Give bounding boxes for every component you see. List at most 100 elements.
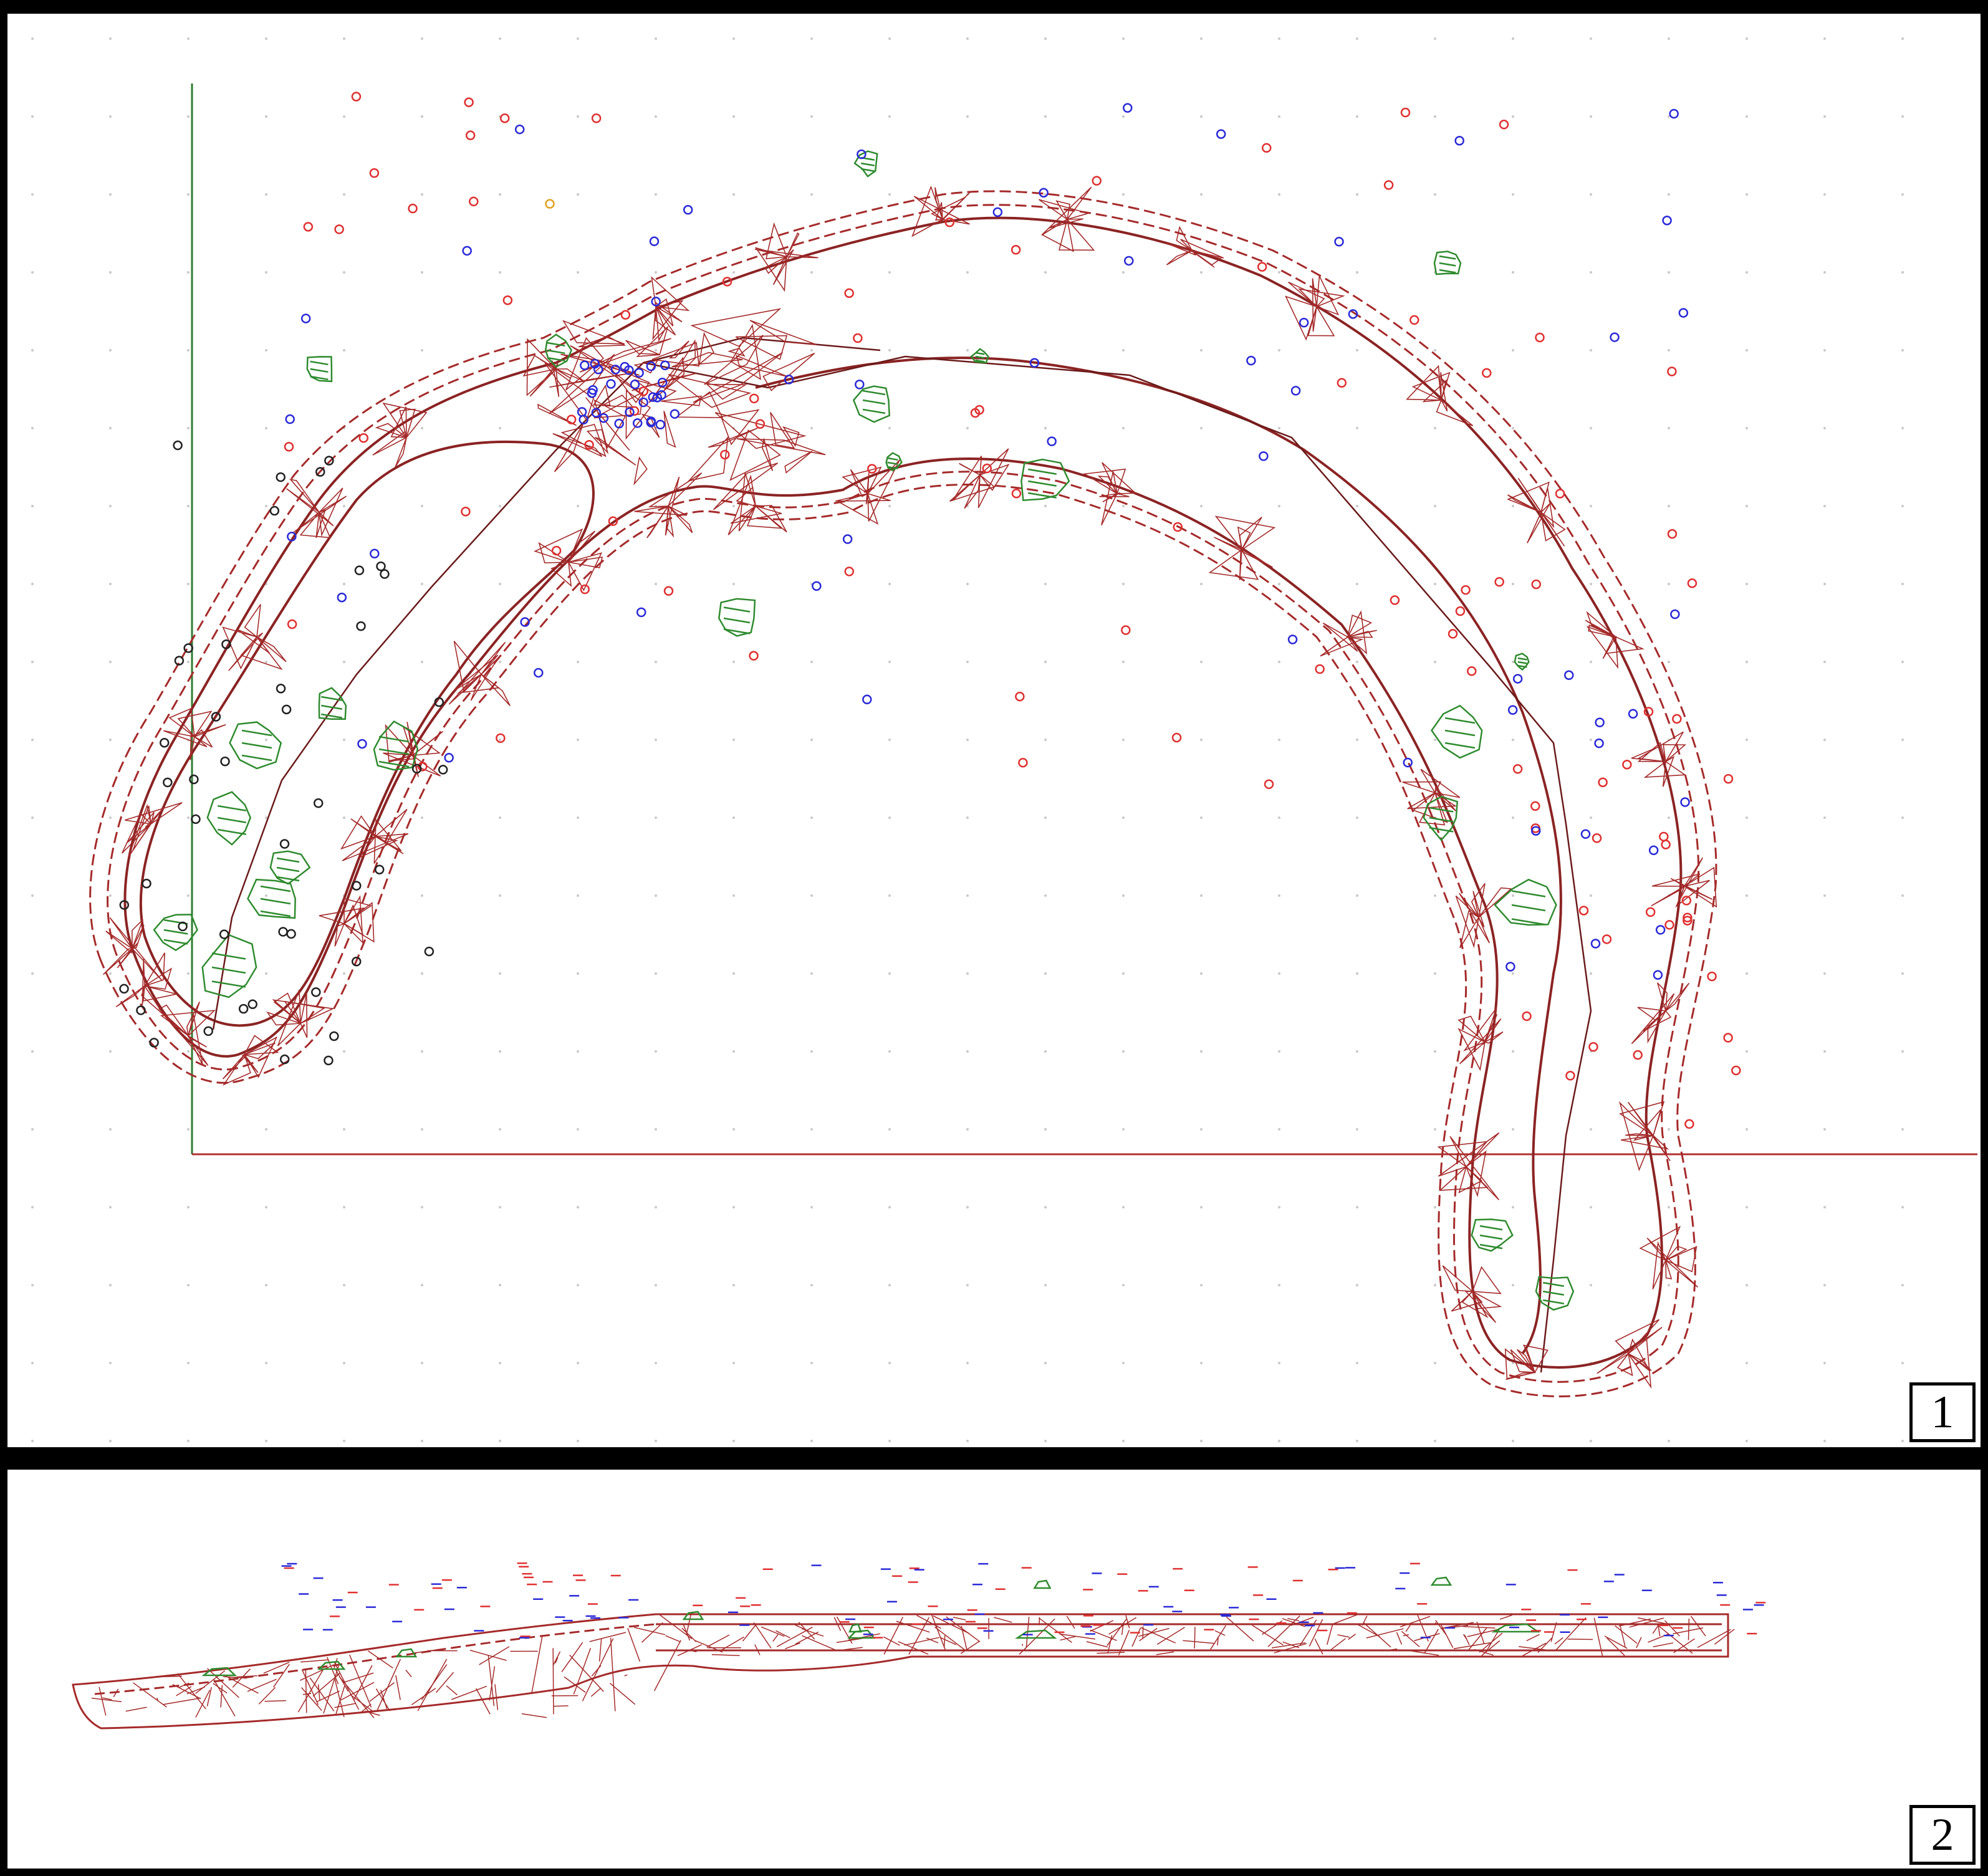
mesh-triangle [671, 352, 743, 368]
grid-dot [1278, 739, 1280, 741]
grid-dot [343, 1440, 345, 1442]
grid-dot [732, 583, 735, 585]
grid-dot [1901, 894, 1904, 897]
side-mesh-line [317, 1684, 320, 1701]
mesh-triangle [727, 347, 746, 357]
grid-dot [1278, 1362, 1280, 1364]
blue-circle-marker [588, 385, 598, 395]
grid-dot [1512, 193, 1514, 196]
side-rock-outline [395, 1648, 418, 1658]
side-mesh-line [132, 1682, 167, 1708]
grid-dot [966, 1362, 969, 1364]
mesh-triangle [300, 993, 308, 1038]
side-mesh-line [1629, 1617, 1664, 1628]
side-mesh-line [598, 1639, 602, 1662]
side-mesh-line [1156, 1651, 1174, 1655]
grid-dot [1356, 1050, 1358, 1053]
red-circle-marker [1672, 714, 1682, 724]
grid-dot [1200, 739, 1203, 741]
side-mesh-line [1405, 1624, 1411, 1632]
mesh-triangle [1586, 626, 1619, 669]
grid-dot [343, 661, 345, 663]
blue-circle-marker [285, 414, 295, 424]
mesh-triangle [177, 711, 213, 738]
grid-dot [655, 115, 657, 118]
grid-dot [1901, 1050, 1904, 1053]
mesh-triangle [1631, 993, 1675, 1045]
grid-dot [265, 1440, 267, 1442]
red-circle-marker [334, 224, 344, 234]
mesh-triangle [1436, 399, 1474, 426]
grid-dot [421, 894, 423, 897]
mesh-triangle [979, 463, 1010, 491]
grid-dot [265, 661, 267, 663]
mesh-triangle [736, 486, 756, 507]
red-circle-marker [1601, 934, 1612, 944]
grid-dot [1044, 271, 1047, 274]
mesh-triangle [132, 919, 144, 949]
rock-hatch-line [310, 368, 329, 373]
side-mesh-line [476, 1688, 491, 1715]
grid-dot [1668, 37, 1670, 40]
black-circle-marker [279, 839, 290, 849]
rock-hatch-line [276, 876, 300, 882]
grid-dot [1590, 427, 1592, 429]
mesh-triangle [749, 320, 817, 345]
blue-circle-marker [287, 532, 297, 542]
grid-dot [732, 661, 735, 663]
mesh-triangle [1472, 891, 1485, 927]
side-mesh-line [349, 1654, 372, 1708]
red-circle-marker [1683, 912, 1693, 923]
red-circle-marker [1018, 757, 1028, 768]
grid-dot [421, 1050, 423, 1053]
side-mesh-line [1194, 1627, 1196, 1649]
side-mesh-line [904, 1637, 940, 1646]
side-mesh-line [1688, 1618, 1690, 1640]
grid-dot [1668, 193, 1670, 196]
grid-dot [732, 1284, 735, 1286]
side-mesh-line [479, 1646, 510, 1665]
blue-circle-marker [625, 407, 635, 418]
blue-circle-marker [462, 246, 472, 256]
grid-dot [1512, 1440, 1514, 1442]
mesh-triangle [375, 818, 402, 852]
side-mesh-line [335, 1685, 345, 1715]
mesh-triangle [242, 1042, 276, 1060]
grid-dot [499, 505, 501, 507]
grid-dot [1746, 37, 1748, 40]
grid-dot [1356, 505, 1358, 507]
grid-dot [1200, 1128, 1203, 1131]
mesh-triangle [1616, 1352, 1633, 1377]
side-mesh-line [1282, 1618, 1305, 1627]
grid-dot [577, 661, 579, 663]
grid-dot [1746, 1050, 1748, 1053]
side-mesh-line [1618, 1618, 1651, 1627]
grid-dot [1044, 583, 1047, 585]
blue-circle-marker [1512, 674, 1523, 684]
rock-outline [1430, 704, 1483, 759]
rock-outline [718, 598, 756, 637]
mesh-triangle [565, 337, 605, 391]
grid-dot [577, 972, 579, 975]
rock-outline [1535, 1276, 1575, 1311]
grid-dot [499, 193, 501, 196]
red-circle-marker [944, 217, 955, 227]
survey-centerline-branch [643, 337, 881, 364]
grid-dot [1512, 816, 1514, 819]
grid-dot [109, 894, 112, 897]
grid-dot [888, 1206, 891, 1208]
side-mesh-line [552, 1648, 554, 1715]
red-circle-marker [1659, 831, 1669, 842]
grid-dot [1434, 427, 1436, 429]
side-mesh-line [1337, 1634, 1350, 1638]
side-mesh-line [883, 1636, 900, 1646]
side-mesh-line [1638, 1617, 1673, 1625]
grid-dot [187, 1206, 190, 1208]
black-circle-marker [269, 505, 280, 516]
blue-circle-marker [992, 207, 1003, 218]
blue-circle-marker [514, 124, 525, 135]
mesh-triangle [1402, 781, 1442, 793]
blue-circle-marker [842, 534, 853, 544]
side-mesh-line [896, 1620, 930, 1633]
grid-dot [577, 505, 579, 507]
